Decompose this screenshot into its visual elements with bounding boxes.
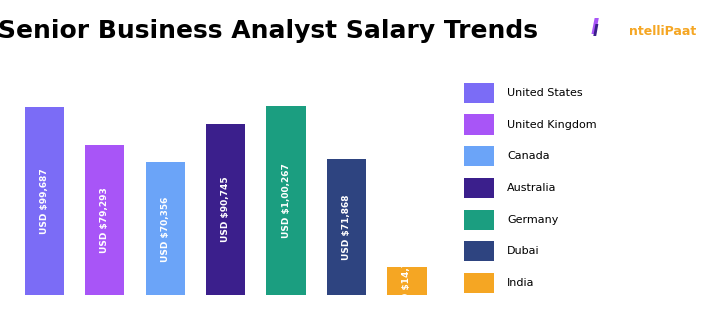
Bar — [327, 160, 366, 295]
Text: USD $14,783: USD $14,783 — [403, 249, 412, 311]
FancyBboxPatch shape — [464, 210, 494, 230]
FancyBboxPatch shape — [464, 114, 494, 135]
Text: Canada: Canada — [507, 151, 550, 161]
FancyBboxPatch shape — [464, 146, 494, 166]
Text: USD $70,356: USD $70,356 — [161, 196, 170, 262]
Bar — [25, 107, 64, 295]
Text: United States: United States — [507, 88, 582, 98]
Text: United Kingdom: United Kingdom — [507, 119, 596, 129]
Text: ntelliPaat: ntelliPaat — [629, 25, 696, 38]
Text: USD $79,293: USD $79,293 — [100, 188, 109, 253]
FancyBboxPatch shape — [464, 241, 494, 262]
Bar — [85, 145, 124, 295]
Text: USD $1,00,267: USD $1,00,267 — [281, 163, 290, 238]
Text: Australia: Australia — [507, 183, 556, 193]
Text: USD $99,687: USD $99,687 — [39, 168, 49, 234]
FancyBboxPatch shape — [464, 178, 494, 198]
FancyBboxPatch shape — [464, 83, 494, 103]
Text: I: I — [592, 24, 598, 39]
Text: USD $90,745: USD $90,745 — [221, 177, 230, 242]
Text: Germany: Germany — [507, 215, 558, 225]
Text: India: India — [507, 278, 534, 288]
Bar — [266, 106, 306, 295]
Text: USD $71,868: USD $71,868 — [342, 195, 351, 260]
Text: Senior Business Analyst Salary Trends: Senior Business Analyst Salary Trends — [0, 19, 538, 43]
FancyBboxPatch shape — [464, 273, 494, 293]
Bar — [145, 162, 185, 295]
Bar — [206, 124, 245, 295]
Text: Dubai: Dubai — [507, 246, 539, 256]
Text: Ι: Ι — [591, 18, 599, 38]
Bar — [387, 267, 427, 295]
